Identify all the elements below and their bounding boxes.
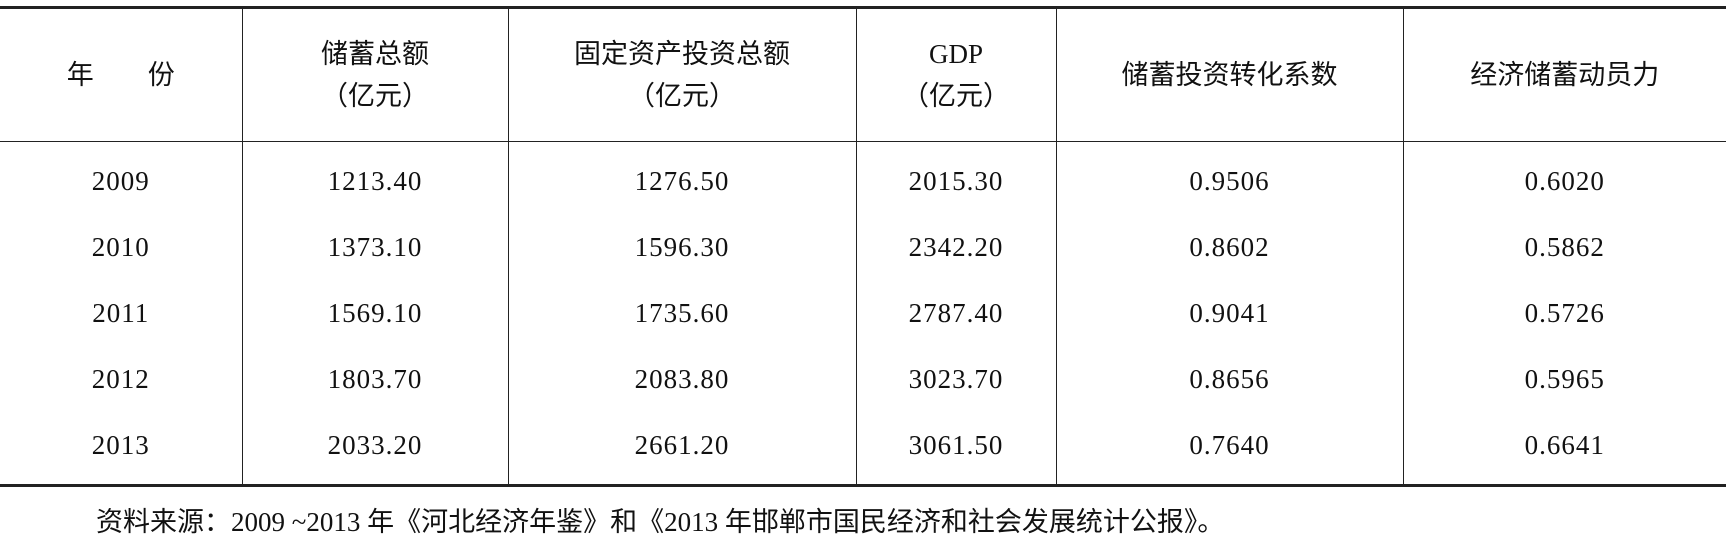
- table-cell: 3023.70: [855, 346, 1056, 412]
- table-row: 2010 1373.10 1596.30 2342.20 0.8602 0.5862: [0, 214, 1726, 280]
- table-cell: 0.9506: [1055, 141, 1403, 214]
- header-text: 年 份: [66, 60, 175, 90]
- table-cell: 0.6020: [1402, 141, 1726, 214]
- table-cell: 0.5965: [1402, 346, 1726, 412]
- table-cell: 2011: [92, 297, 150, 328]
- table-cell: 0.6641: [1402, 412, 1726, 486]
- table-cell: 2012: [91, 363, 150, 394]
- table-cell: 2661.20: [507, 412, 856, 486]
- header-cell: 储蓄总额 （亿元）: [241, 7, 508, 142]
- table-cell: 1276.50: [507, 141, 856, 214]
- table-cell: 3061.50: [855, 412, 1056, 486]
- header-text: 经济储蓄动员力: [1470, 60, 1660, 90]
- table-cell: 2787.40: [855, 280, 1056, 346]
- header-text: GDP: [928, 39, 983, 69]
- header-text: （亿元）: [902, 81, 1010, 111]
- table-row: 2012 1803.70 2083.80 3023.70 0.8656 0.5965: [0, 346, 1726, 412]
- header-text: 储蓄投资转化系数: [1121, 60, 1338, 90]
- table-cell: 1373.10: [241, 214, 508, 280]
- table-cell: 1735.60: [507, 280, 856, 346]
- table-row: 2009 1213.40 1276.50 2015.30 0.9506 0.6020: [0, 141, 1726, 214]
- table-cell: 2083.80: [507, 346, 856, 412]
- table-body: 2009 1213.40 1276.50 2015.30 0.9506 0.6020 201…: [0, 141, 1726, 486]
- table-row: 2011 1569.10 1735.60 2787.40 0.9041 0.5726: [0, 280, 1726, 346]
- table-cell: 0.5862: [1402, 214, 1726, 280]
- table-cell: 2013: [91, 429, 150, 460]
- header-cell: 经济储蓄动员力: [1402, 7, 1726, 142]
- header-cell: 固定资产投资总额 （亿元）: [507, 7, 856, 142]
- table-cell: 1213.40: [241, 141, 508, 214]
- table-cell: 0.8656: [1055, 346, 1403, 412]
- footnote: 资料来源：2009 ~2013 年《河北经济年鉴》和《2013 年邯郸市国民经济…: [96, 507, 1225, 537]
- header-cell: GDP （亿元）: [855, 7, 1056, 142]
- header-text: 固定资产投资总额: [574, 39, 790, 69]
- table-cell: 1596.30: [507, 214, 856, 280]
- table-cell: 0.5726: [1402, 280, 1726, 346]
- header-text: （亿元）: [321, 81, 429, 111]
- header-text: （亿元）: [628, 81, 736, 111]
- table-cell: 2342.20: [855, 214, 1056, 280]
- table-cell: 2015.30: [855, 141, 1056, 214]
- header-cell: 储蓄投资转化系数: [1055, 7, 1403, 142]
- table-cell: 2009: [91, 165, 150, 196]
- table-cell: 0.7640: [1055, 412, 1403, 486]
- table-cell: 2033.20: [241, 412, 508, 486]
- table-cell: 1569.10: [241, 280, 508, 346]
- table-cell: 1803.70: [241, 346, 508, 412]
- header-text: 储蓄总额: [321, 39, 429, 69]
- table-cell: 2010: [91, 231, 150, 262]
- header-cell: 年 份: [0, 7, 242, 142]
- header-row: 年 份 储蓄总额 （亿元） 固定资产投资总额 （亿元） GDP （亿元） 储蓄投资转化系数 经济…: [0, 7, 1726, 142]
- table-row: 2013 2033.20 2661.20 3061.50 0.7640 0.6641: [0, 412, 1726, 486]
- data-table: 年 份 储蓄总额 （亿元） 固定资产投资总额 （亿元） GDP （亿元） 储蓄投资转化系数 经济…: [0, 6, 1726, 487]
- table-cell: 0.8602: [1055, 214, 1403, 280]
- table-cell: 0.9041: [1055, 280, 1403, 346]
